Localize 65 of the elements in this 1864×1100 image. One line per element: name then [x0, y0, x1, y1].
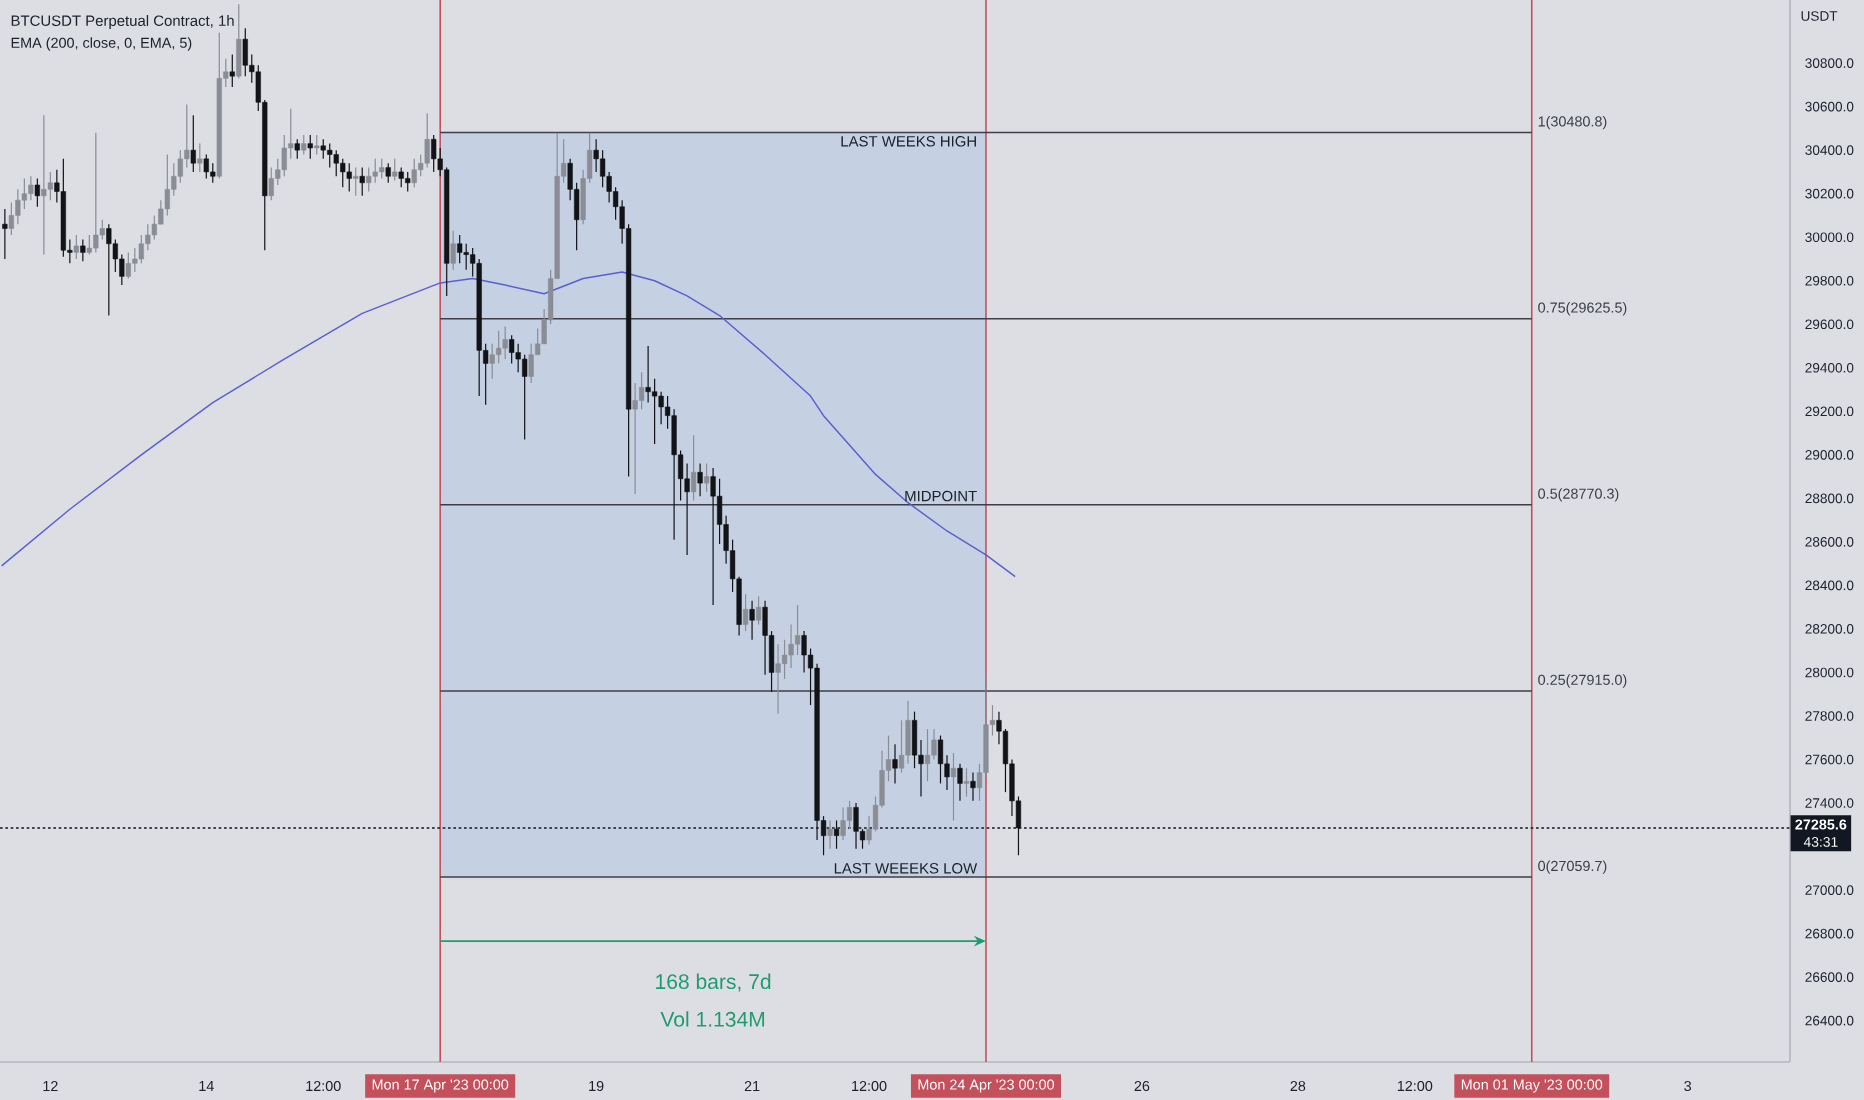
candlestick [106, 223, 112, 317]
candlestick [431, 134, 437, 173]
candlestick [301, 134, 307, 156]
candlestick [385, 162, 391, 184]
candlestick [190, 114, 196, 173]
candlestick [710, 467, 716, 606]
candlestick [93, 132, 99, 254]
candlestick [937, 734, 944, 785]
candlestick [2, 208, 8, 260]
candlestick [957, 763, 963, 802]
candlestick [125, 251, 131, 280]
candlestick [502, 325, 508, 360]
candlestick [80, 238, 86, 262]
candlestick [755, 595, 762, 626]
candlestick [320, 138, 326, 160]
candlestick [242, 27, 248, 77]
candlestick [892, 743, 898, 785]
candlestick [294, 138, 300, 160]
candlestick [229, 53, 235, 88]
candlestick [197, 143, 203, 173]
candlestick [307, 134, 313, 160]
candlestick [340, 158, 346, 188]
candlestick [703, 462, 710, 493]
candlestick [372, 158, 378, 184]
candlestick [457, 234, 463, 264]
candlestick [236, 3, 242, 79]
candlestick [203, 153, 209, 180]
candlestick [34, 177, 40, 208]
candlestick [905, 700, 911, 765]
candlestick [346, 162, 352, 193]
candlestick [424, 112, 430, 169]
candlestick [392, 158, 398, 182]
candlestick [366, 166, 372, 193]
candlestick [463, 243, 469, 271]
annotation: 168 bars, 7d [656, 973, 771, 992]
candlestick [73, 234, 79, 260]
candlestick [359, 166, 365, 197]
candlestick [450, 230, 456, 271]
line-series [0, 271, 1016, 578]
candlestick [353, 166, 359, 197]
candlestick [749, 600, 755, 641]
candlestick [963, 767, 970, 798]
candlestick [28, 175, 34, 201]
candlestick [268, 166, 274, 201]
candlestick [950, 752, 957, 822]
candlestick [41, 114, 47, 256]
candlestick [398, 166, 404, 188]
candlestick [164, 153, 170, 217]
candlestick [775, 643, 781, 715]
candlestick [379, 158, 385, 180]
candlestick [840, 806, 846, 841]
candlestick [411, 158, 417, 188]
candlestick [314, 134, 320, 156]
candlestick [509, 334, 515, 365]
candlestick [742, 593, 749, 632]
candlestick [827, 819, 833, 850]
annotation: Vol 1.134M [660, 1011, 765, 1027]
candlestick [210, 162, 216, 184]
candlestick [690, 434, 697, 502]
candlestick [924, 728, 931, 782]
candlestick [327, 143, 333, 169]
candlestick [697, 462, 703, 497]
candlestick [528, 343, 534, 384]
candlestick [405, 171, 411, 193]
candlestick [970, 771, 976, 802]
